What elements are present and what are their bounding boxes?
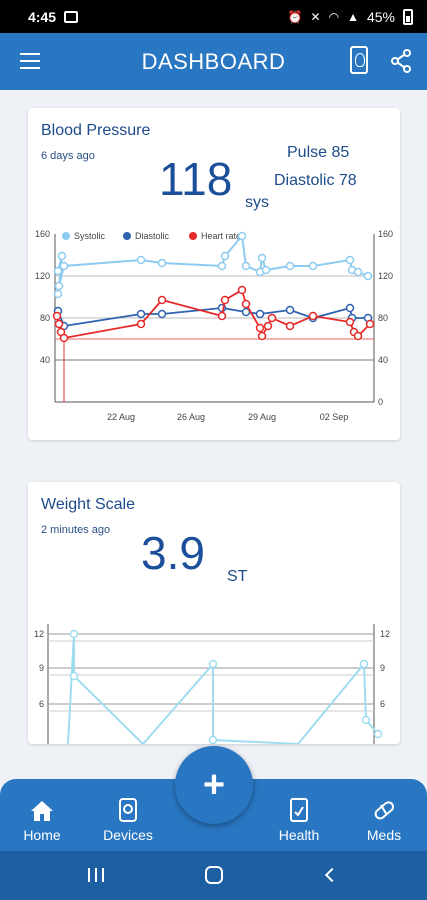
nav-home-label: Home (23, 827, 61, 843)
bp-ytick-r-160: 160 (378, 229, 393, 239)
weight-ytick-l-9: 9 (39, 663, 44, 673)
legend-diastolic: Diastolic (135, 231, 170, 241)
weight-ytick-r-12: 12 (380, 629, 390, 639)
bp-unit: sys (245, 194, 269, 211)
weight-ytick-l-6: 6 (39, 699, 44, 709)
status-bar: 4:45 ⏰ ✕ ◠ ▲ 45% (0, 0, 427, 33)
nav-health[interactable]: Health (274, 779, 324, 851)
recent-apps-icon[interactable] (88, 868, 104, 882)
legend-diastolic-marker (123, 232, 131, 240)
app-bar: DASHBOARD (0, 33, 427, 90)
legend-systolic-marker (62, 232, 70, 240)
bp-ytick-l-120: 120 (35, 271, 50, 281)
system-nav-bar (0, 851, 427, 900)
weight-scale-card[interactable]: Weight Scale 2 minutes ago 3.9 ST 12 9 6… (28, 482, 400, 744)
bp-xtick-02sep: 02 Sep (320, 412, 349, 422)
nav-devices-label: Devices (103, 827, 153, 843)
bp-series-systolic (53, 231, 373, 299)
alarm-icon: ⏰ (287, 9, 303, 24)
devices-icon (119, 798, 137, 822)
share-icon[interactable] (390, 49, 412, 73)
page-title: DASHBOARD (141, 48, 286, 74)
gallery-notification-icon (64, 10, 79, 23)
mute-icon: ✕ (310, 9, 321, 24)
menu-icon[interactable] (20, 53, 40, 69)
bp-last-reading: 6 days ago (41, 150, 95, 162)
bp-ytick-l-160: 160 (35, 229, 50, 239)
nav-health-label: Health (278, 827, 320, 843)
nav-home[interactable]: Home (20, 779, 64, 851)
battery-percent: 45% (366, 8, 395, 25)
pill-icon (374, 801, 395, 820)
signal-icon: ▲ (347, 9, 359, 24)
bp-ytick-r-0: 0 (378, 397, 383, 407)
weight-chart: 12 9 6 12 9 6 (34, 624, 390, 744)
weight-unit: ST (227, 568, 248, 585)
bp-ytick-l-40: 40 (40, 355, 50, 365)
weight-ytick-r-6: 6 (380, 699, 385, 709)
weight-title: Weight Scale (41, 496, 135, 513)
weight-value: 3.9 (141, 527, 205, 579)
health-icon (290, 798, 308, 822)
weight-series (67, 629, 383, 744)
bp-xtick-26aug: 26 Aug (177, 412, 205, 422)
scan-device-icon[interactable] (350, 46, 368, 74)
bp-ytick-r-80: 80 (378, 313, 388, 323)
legend-systolic: Systolic (74, 231, 106, 241)
nav-meds-label: Meds (366, 827, 402, 843)
bp-ytick-r-120: 120 (378, 271, 393, 281)
system-home-icon[interactable] (205, 866, 223, 884)
status-time: 4:45 (28, 8, 57, 25)
bp-chart: Systolic Diastolic Heart rate 160 120 80… (35, 229, 393, 422)
bp-diastolic: Diastolic 78 (274, 172, 357, 189)
weight-ytick-r-9: 9 (380, 663, 385, 673)
legend-heart-rate-marker (189, 232, 197, 240)
bp-title: Blood Pressure (41, 122, 151, 139)
blood-pressure-card[interactable]: Blood Pressure 6 days ago 118 sys Pulse … (28, 108, 400, 440)
add-reading-button[interactable]: + (175, 746, 253, 824)
bp-xtick-22aug: 22 Aug (107, 412, 135, 422)
battery-icon (403, 8, 413, 25)
nav-devices[interactable]: Devices (100, 779, 156, 851)
home-icon (31, 801, 53, 821)
bp-systolic-value: 118 (159, 153, 233, 205)
weight-ytick-l-12: 12 (34, 629, 44, 639)
nav-meds[interactable]: Meds (364, 779, 404, 851)
bp-ytick-r-40: 40 (378, 355, 388, 365)
legend-heart-rate: Heart rate (201, 231, 241, 241)
weight-last-reading: 2 minutes ago (41, 524, 111, 536)
bp-series-heart-rate (52, 285, 375, 343)
wifi-icon: ◠ (328, 9, 340, 24)
bp-ytick-l-80: 80 (40, 313, 50, 323)
bp-pulse: Pulse 85 (287, 144, 350, 161)
status-icons: ⏰ ✕ ◠ ▲ 45% (287, 8, 413, 25)
system-back-icon[interactable] (324, 867, 340, 883)
bp-xtick-29aug: 29 Aug (248, 412, 276, 422)
